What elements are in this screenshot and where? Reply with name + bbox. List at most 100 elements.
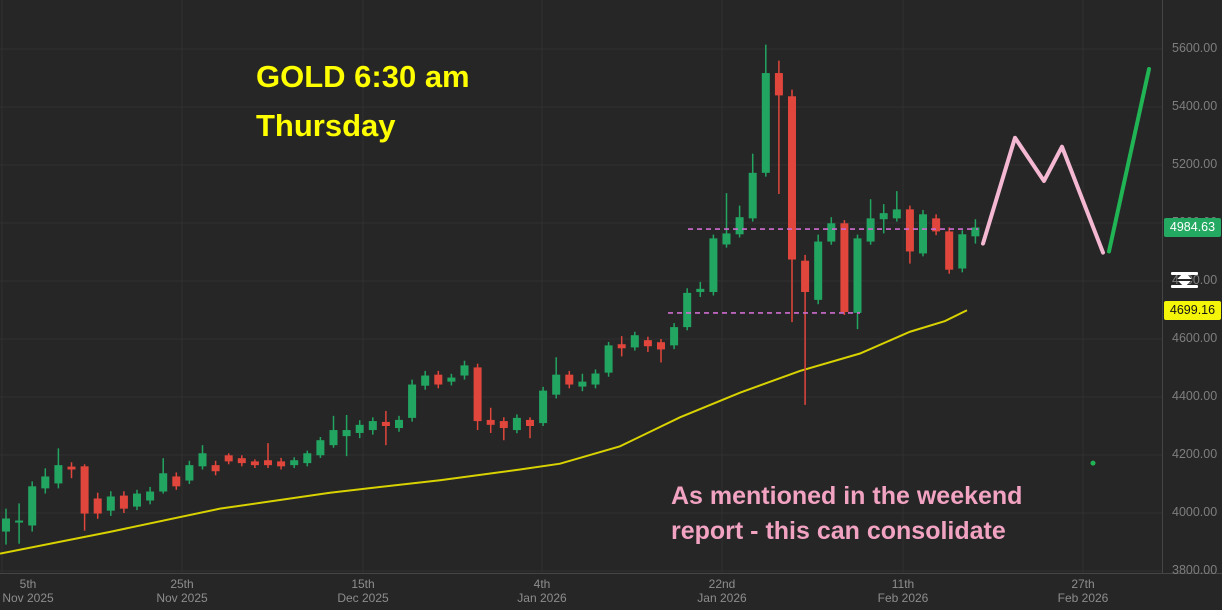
candle-body [853,238,862,313]
candle-body [657,342,665,350]
candle-body [801,260,810,293]
candle-body [879,213,888,220]
candle-body [591,373,600,385]
candle-body [932,218,941,232]
candle-body [814,241,823,300]
candle-body [840,223,849,313]
candle-body [381,421,390,426]
chart-title-line1: GOLD 6:30 am [256,59,470,94]
candle-body [368,421,377,431]
candle-body [198,453,207,467]
candle-body [264,460,272,466]
candle-body [670,327,679,346]
price-tick-label: 5400.00 [1172,99,1218,113]
candle-body [892,209,901,219]
date-tick-label: 22nd Jan 2026 [697,577,747,605]
candle-body [277,461,286,467]
chart-title: GOLD 6:30 am Thursday [256,52,470,150]
candle-body [408,384,417,418]
candle-body [133,493,141,507]
candle-body [683,292,692,328]
candle-body [447,377,456,382]
candle-body [866,218,875,242]
candle-body [2,518,10,532]
candle-body [748,172,757,219]
candle-body [329,430,338,446]
candle-body [67,466,76,470]
candle-body [185,465,194,481]
candle-body [224,455,233,462]
candle-body [15,520,24,523]
candle-body [617,344,626,349]
candle-body [486,419,495,425]
candle-body [290,460,299,466]
candle-body [303,453,312,464]
date-axis-divider[interactable] [0,573,1222,574]
price-tick-label: 5600.00 [1172,41,1218,55]
candle-body [958,234,967,269]
date-tick-label: 25th Nov 2025 [156,577,208,605]
candle-body [106,496,115,511]
green-projection-line [1107,67,1151,254]
handle-bar-bottom [1171,285,1198,288]
candle-body [774,73,783,96]
candle-body [473,367,482,422]
candle-body [735,217,744,235]
price-tick-label: 4600.00 [1172,331,1218,345]
candle-body [788,96,796,260]
candle-body [54,465,63,484]
candle-body [971,227,980,237]
candle-body [250,461,259,466]
candle-body [434,374,443,385]
annotation-note: As mentioned in the weekend report - thi… [671,479,1022,549]
candle-body [146,491,155,501]
candle-body [80,466,89,514]
pink-projection-line [981,135,1105,255]
candle-body [630,335,639,348]
price-tick-label: 4000.00 [1172,505,1218,519]
price-scale-handle[interactable] [1169,268,1200,292]
price-axis-divider[interactable] [1162,0,1163,573]
candle-body [539,390,548,424]
date-tick-label: 15th Dec 2025 [337,577,389,605]
candle-body [696,288,705,293]
date-tick-label: 4th Jan 2026 [517,577,567,605]
candle-body [709,238,718,293]
price-tick-label: 4400.00 [1172,389,1218,403]
candle-body [119,495,128,509]
candle-body [578,381,587,387]
price-tick-label: 5200.00 [1172,157,1218,171]
last-price-badge: 4984.63 [1164,218,1221,237]
candle-body [827,223,836,242]
candle-body [28,486,37,526]
candle-body [211,465,220,472]
candle-body [172,476,181,487]
date-tick-label: 11th Feb 2026 [877,577,929,605]
candle-body [159,473,168,492]
price-tick-label: 3800.00 [1172,563,1218,577]
candle-body [905,209,914,252]
candle-body [421,375,430,386]
candle-body [565,374,574,385]
candle-body [395,419,403,429]
annotation-note-line2: report - this can consolidate [671,517,1006,545]
candle-body [919,214,927,254]
candle-body [945,231,954,270]
candle-body [460,365,469,376]
handle-slit [1177,279,1192,281]
candle-body [526,419,534,426]
candle-body [93,498,102,514]
candle-body [355,424,364,433]
candle-body [41,476,50,489]
candle-body [342,430,351,437]
candle-body [316,440,325,456]
price-tick-label: 4200.00 [1172,447,1218,461]
candle-body [761,73,770,173]
chart-title-line2: Thursday [256,108,396,143]
candle-body [499,421,508,429]
ma-value-badge: 4699.16 [1164,301,1221,320]
candle-body [604,345,613,373]
candle-body [722,233,731,245]
